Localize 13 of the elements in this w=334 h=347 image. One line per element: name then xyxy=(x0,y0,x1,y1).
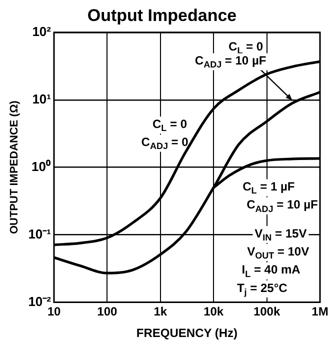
y-tick-label: 10² xyxy=(32,24,52,39)
x-tick-label: 1k xyxy=(154,304,168,319)
x-tick-label: 1M xyxy=(312,304,328,319)
x-tick-label: 10 xyxy=(47,304,61,319)
x-tick-label: 10k xyxy=(204,304,224,319)
x-axis-title: FREQUENCY (Hz) xyxy=(136,326,238,340)
y-tick-label: 10⁻¹ xyxy=(28,226,51,242)
y-axis-title: OUTPUT IMPEDANCE (Ω) xyxy=(8,100,21,234)
x-tick-label: 100 xyxy=(97,304,118,319)
y-tick-label: 10¹ xyxy=(32,91,51,106)
chart-title: Output Impedance xyxy=(87,6,237,25)
x-tick-label: 100k xyxy=(253,304,280,319)
y-tick-label: 10⁰ xyxy=(32,158,51,174)
